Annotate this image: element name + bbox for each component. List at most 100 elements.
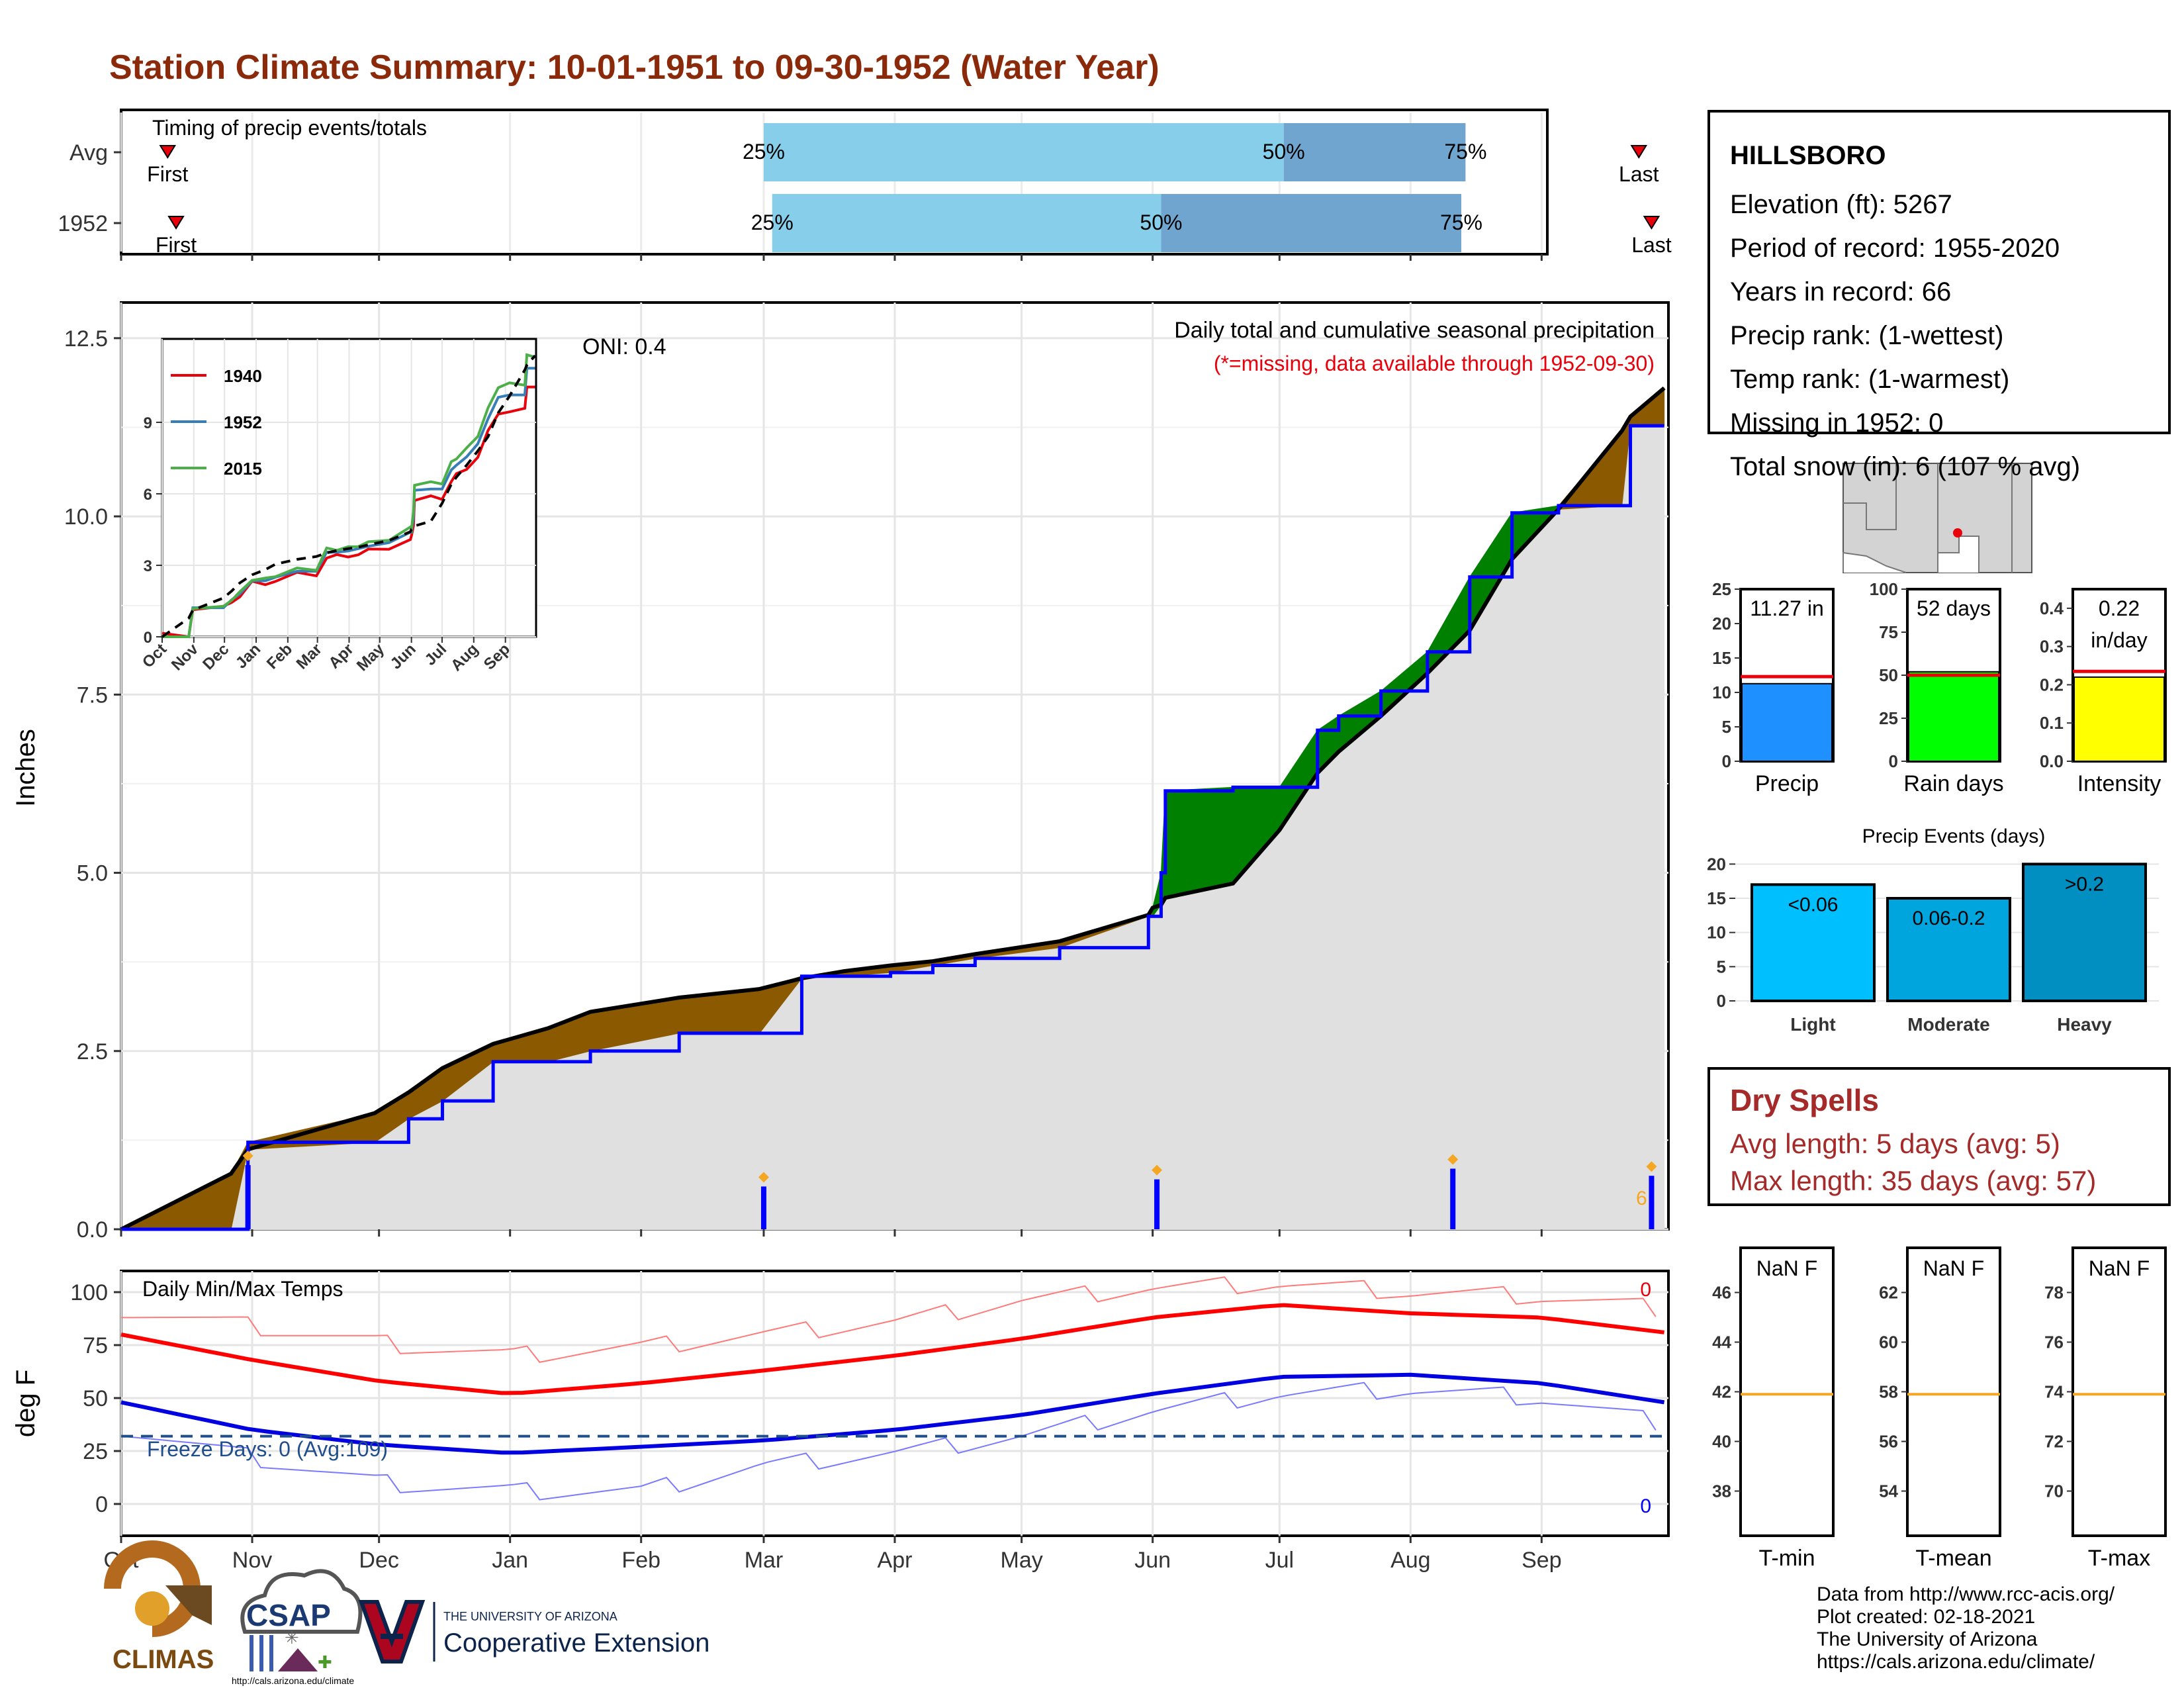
- station-name: HILLSBORO: [1730, 141, 1886, 170]
- station-snow: Total snow (in): 6 (107 % avg): [1730, 452, 2081, 481]
- precip-event-marker: [1646, 1161, 1657, 1172]
- inset-legend-label: 2015: [224, 459, 262, 479]
- state-locator-map: [1843, 463, 2032, 573]
- temp-gauge-tick-label: 44: [1712, 1333, 1731, 1352]
- gauge-tick-label: 0: [1722, 751, 1731, 771]
- first-label: First: [147, 162, 188, 186]
- climas-text: CLIMAS: [113, 1645, 214, 1674]
- timing-bar-q50-q75: [1161, 194, 1461, 252]
- temp-gauge-t-min: NaN F 38 40 42 44 46 T-min: [1712, 1246, 1835, 1571]
- events-bar-label: <0.06: [1788, 894, 1839, 915]
- precip-base-area: [1469, 557, 1513, 1230]
- gauge-tick-label: 75: [1879, 622, 1898, 642]
- inset-legend-label: 1940: [224, 366, 262, 386]
- inset-lines: [161, 353, 536, 639]
- precip-y-axis: 0.0 2.5 5.0 7.5 10.0 12.5: [64, 326, 1543, 1243]
- csap-url: http://cals.arizona.edu/climate: [232, 1675, 354, 1686]
- gauge-tick-label: 25: [1879, 708, 1898, 728]
- timing-q50-label: 50%: [1263, 140, 1305, 164]
- precip-base-area: [801, 976, 844, 1230]
- dry-spells-title: Dry Spells: [1730, 1083, 1879, 1117]
- events-bar-light: [1751, 883, 1876, 1003]
- events-bar-label: >0.2: [2065, 873, 2104, 895]
- first-label: First: [156, 233, 197, 257]
- temp-y-tick-label: 100: [70, 1280, 108, 1305]
- gauge-bar: [2073, 676, 2165, 763]
- precip-events-chart: Precip Events (days) <0.06 Light 0.06-0.2 Mo…: [1707, 825, 2159, 1035]
- inset-legend-label: 1952: [224, 412, 262, 432]
- precip-y-tick-label: 7.5: [77, 682, 108, 708]
- climas-logo: CLIMAS: [104, 1540, 214, 1674]
- temp-gauge-value-label: NaN F: [2089, 1256, 2150, 1280]
- precip-base-area: [678, 1033, 760, 1230]
- 1952-cumulative-line: [121, 424, 1664, 1231]
- timing-q75-label: 75%: [1444, 140, 1486, 164]
- svg-text:✚: ✚: [318, 1652, 332, 1672]
- last-event-marker: [1630, 145, 1648, 159]
- precip-base-area: [248, 1142, 375, 1230]
- min-count-label: 0: [1640, 1495, 1651, 1517]
- precip-base-area: [932, 958, 976, 1230]
- events-bar-moderate: [1886, 897, 2011, 1002]
- temp-gauge-value-label: NaN F: [1923, 1256, 1984, 1280]
- gauge-tick-label: 5: [1722, 717, 1731, 737]
- temp-gauge-tick-label: 46: [1712, 1283, 1731, 1303]
- gauge-bar: [1908, 671, 1999, 762]
- events-category-label: Heavy: [2057, 1014, 2112, 1035]
- inset-line-2015: [162, 353, 536, 638]
- gauge-tick-label: 15: [1712, 648, 1731, 668]
- timing-rows: 25% 50% 75% First Last Avg 25% 50% 75% First Last 1…: [58, 123, 1672, 257]
- gauge-value-label: 0.22: [2099, 596, 2140, 620]
- station-period: Period of record: 1955-2020: [1730, 234, 2060, 263]
- temps-title: Daily Min/Max Temps: [142, 1277, 343, 1301]
- daily-precip-bars: [242, 1150, 1657, 1229]
- temp-x-tick-label: Jan: [492, 1548, 528, 1573]
- inset-legend: 1940 1952 2015: [171, 366, 262, 479]
- precip-base-area: [1427, 630, 1471, 1230]
- station-precip-rank: Precip rank: (1-wettest): [1730, 321, 2004, 350]
- temp-gauge-tick-label: 70: [2044, 1481, 2064, 1501]
- temp-x-tick-label: Aug: [1390, 1548, 1431, 1573]
- daily-precip-bar: [760, 1186, 766, 1229]
- events-tick-label: 0: [1717, 991, 1726, 1011]
- events-tick-label: 5: [1717, 957, 1726, 976]
- gauge-tick-label: 100: [1870, 579, 1898, 599]
- precip-y-tick-label: 0.0: [77, 1217, 108, 1243]
- source-line: The University of Arizona: [1817, 1628, 2038, 1650]
- temp-gauge-tick-label: 72: [2044, 1432, 2064, 1452]
- snow-marker: 6: [1636, 1188, 1647, 1209]
- daily-min-line: [120, 1382, 1657, 1501]
- precip-y-label: Inches: [11, 729, 40, 807]
- last-label: Last: [1631, 233, 1672, 257]
- temp-y-tick-label: 50: [83, 1386, 108, 1411]
- temp-gauge-tick-label: 78: [2044, 1283, 2064, 1303]
- precip-base-area: [890, 964, 933, 1230]
- station-info-box: HILLSBORO Elevation (ft): 5267 Period of…: [1707, 110, 2171, 481]
- missing-note: (*=missing, data available through 1952-…: [1214, 352, 1655, 375]
- timing-row-label: 1952: [58, 211, 108, 236]
- last-event-marker: [1643, 216, 1661, 230]
- daily-max-line: [120, 1276, 1657, 1364]
- temp-gauge-label: T-min: [1759, 1546, 1815, 1571]
- precip-base-area: [547, 1051, 591, 1230]
- gauge-label: Precip: [1755, 771, 1819, 796]
- precip-event-marker: [758, 1172, 769, 1183]
- ua-line1: THE UNIVERSITY OF ARIZONA: [443, 1610, 617, 1623]
- timing-q25-label: 25%: [743, 140, 785, 164]
- temp-gauge-t-mean: NaN F 54 56 58 60 62 T-mean: [1879, 1246, 2001, 1571]
- gauge-value-label: 11.27 in: [1750, 596, 1824, 620]
- csap-text: CSAP: [246, 1598, 331, 1632]
- temp-x-tick-label: Nov: [232, 1548, 272, 1573]
- temp-gauge-frame: [1739, 1246, 1835, 1537]
- precip-base-area: [843, 972, 891, 1230]
- precip-base-area: [1621, 426, 1631, 1230]
- precip-base-area: [1059, 915, 1149, 1230]
- temp-gauge-tick-label: 76: [2044, 1333, 2064, 1352]
- timing-q50-label: 50%: [1140, 211, 1182, 234]
- temp-gauge-tick-label: 42: [1712, 1382, 1731, 1402]
- ua-line2: Cooperative Extension: [443, 1628, 709, 1658]
- daily-precip-bar: [1154, 1179, 1160, 1229]
- timing-q75-label: 75%: [1440, 211, 1482, 234]
